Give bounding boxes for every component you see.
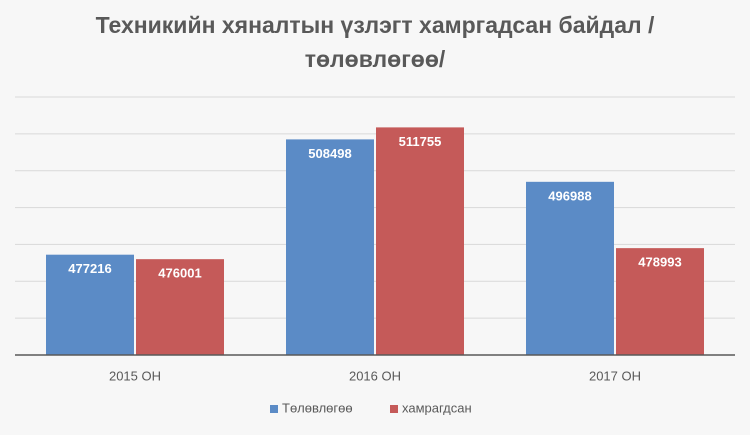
data-label: 476001 [158, 266, 201, 281]
bar [136, 259, 224, 355]
bar [46, 254, 134, 355]
bar [376, 127, 464, 355]
data-label: 477216 [68, 261, 111, 276]
data-label: 496988 [548, 188, 591, 203]
legend-label: хамрагдсан [402, 400, 472, 415]
x-tick-label: 2016 ОН [349, 368, 401, 383]
bar [616, 248, 704, 355]
x-tick-label: 2017 ОН [589, 368, 641, 383]
data-label: 478993 [638, 255, 681, 270]
data-label: 511755 [399, 134, 442, 149]
chart-title: Техникийн хяналтын үзлэгт хамргадсан бай… [95, 12, 655, 72]
legend-label: Төлөвлөгөө [282, 400, 353, 415]
legend-swatch [390, 405, 398, 413]
data-label: 508498 [308, 146, 351, 161]
x-tick-label: 2015 ОН [109, 368, 161, 383]
legend-swatch [270, 405, 278, 413]
bar [526, 181, 614, 355]
bar [286, 139, 374, 355]
